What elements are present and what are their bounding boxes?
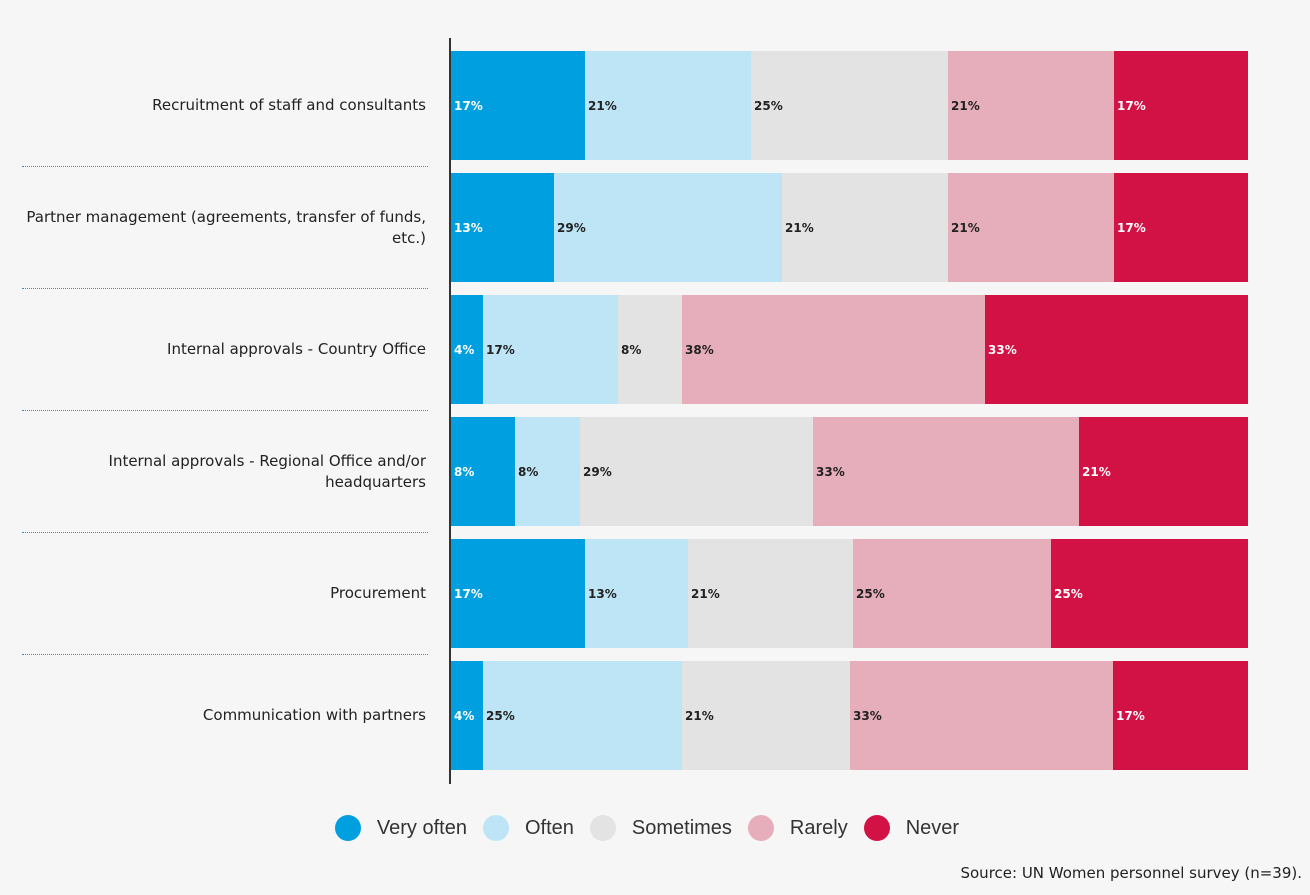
data-label: 21% — [785, 220, 814, 235]
data-label: 17% — [454, 98, 483, 113]
bar-segment-very-often — [451, 173, 554, 282]
legend-swatch — [482, 815, 509, 841]
data-label: 8% — [518, 464, 539, 479]
data-label: 17% — [486, 342, 515, 357]
data-label: 13% — [454, 220, 483, 235]
bar-segment-sometimes — [580, 417, 813, 526]
bar-segment-never — [1113, 661, 1248, 770]
legend-swatch — [589, 815, 616, 841]
data-label: 33% — [816, 464, 845, 479]
bar-segment-never — [1114, 51, 1248, 160]
bar-segment-rarely — [853, 539, 1051, 648]
bar-segment-rarely — [682, 295, 985, 404]
row-separator — [22, 654, 428, 655]
data-label: 21% — [951, 98, 980, 113]
category-label: Recruitment of staff and consultants — [152, 96, 426, 114]
bar-segment-often — [515, 417, 580, 526]
bar-segment-sometimes — [782, 173, 948, 282]
row-separator — [22, 410, 428, 411]
legend-item-sometimes: Sometimes — [589, 815, 732, 841]
data-label: 21% — [1082, 464, 1111, 479]
legend: Very often Often Sometimes Rarely Never — [0, 813, 1310, 843]
legend-swatch — [863, 815, 890, 841]
bar-segment-rarely — [948, 51, 1114, 160]
data-label: 29% — [583, 464, 612, 479]
bar-segment-rarely — [948, 173, 1114, 282]
bar-segment-sometimes — [618, 295, 682, 404]
row-separator — [22, 288, 428, 289]
data-label: 8% — [454, 464, 475, 479]
bar-segment-very-often — [451, 661, 483, 770]
data-label: 21% — [588, 98, 617, 113]
data-label: 38% — [685, 342, 714, 357]
legend-label: Very often — [376, 816, 467, 839]
bar-segment-never — [1051, 539, 1248, 648]
bar-segment-rarely — [813, 417, 1079, 526]
legend-label: Never — [905, 816, 960, 839]
source-note: Source: UN Women personnel survey (n=39)… — [960, 864, 1302, 882]
data-label: 33% — [988, 342, 1017, 357]
legend-item-often: Often — [482, 815, 574, 841]
data-label: 17% — [1116, 708, 1145, 723]
category-label: Communication with partners — [202, 706, 426, 724]
bar-segment-often — [554, 173, 782, 282]
legend-label: Rarely — [789, 816, 848, 839]
category-label: Internal approvals - Regional Office and… — [108, 451, 426, 491]
row-separator — [22, 166, 428, 167]
data-label: 17% — [454, 586, 483, 601]
data-label: 33% — [853, 708, 882, 723]
legend-item-rarely: Rarely — [747, 815, 848, 841]
data-label: 17% — [1117, 220, 1146, 235]
data-label: 25% — [754, 98, 783, 113]
row-separator — [22, 532, 428, 533]
data-label: 21% — [691, 586, 720, 601]
data-label: 4% — [454, 708, 475, 723]
data-label: 25% — [1054, 586, 1083, 601]
bar-segment-very-often — [451, 539, 585, 648]
data-label: 4% — [454, 342, 475, 357]
category-label: Partner management (agreements, transfer… — [26, 207, 426, 247]
bar-segment-sometimes — [688, 539, 853, 648]
data-label: 17% — [1117, 98, 1146, 113]
bar-segment-often — [483, 295, 618, 404]
legend-item-never: Never — [863, 815, 960, 841]
data-label: 25% — [856, 586, 885, 601]
bar-segment-sometimes — [751, 51, 948, 160]
data-label: 21% — [951, 220, 980, 235]
bar-segment-never — [985, 295, 1248, 404]
category-axis-line — [449, 38, 451, 784]
category-label: Procurement — [330, 584, 426, 602]
category-label: Internal approvals - Country Office — [167, 340, 426, 358]
data-label: 21% — [685, 708, 714, 723]
data-label: 25% — [486, 708, 515, 723]
legend-swatch — [747, 815, 774, 841]
bar-segment-very-often — [451, 295, 483, 404]
bar-segment-often — [483, 661, 682, 770]
data-label: 29% — [557, 220, 586, 235]
legend-item-very-often: Very often — [334, 815, 467, 841]
bar-segment-often — [585, 51, 751, 160]
legend-label: Often — [524, 816, 574, 839]
bar-segment-sometimes — [682, 661, 850, 770]
data-label: 8% — [621, 342, 642, 357]
bar-segment-very-often — [451, 51, 585, 160]
bar-segment-rarely — [850, 661, 1113, 770]
data-label: 13% — [588, 586, 617, 601]
bar-segment-never — [1079, 417, 1248, 526]
bar-segment-very-often — [451, 417, 515, 526]
bar-segment-often — [585, 539, 688, 648]
legend-swatch — [334, 815, 361, 841]
bar-segment-never — [1114, 173, 1248, 282]
legend-label: Sometimes — [631, 816, 732, 839]
